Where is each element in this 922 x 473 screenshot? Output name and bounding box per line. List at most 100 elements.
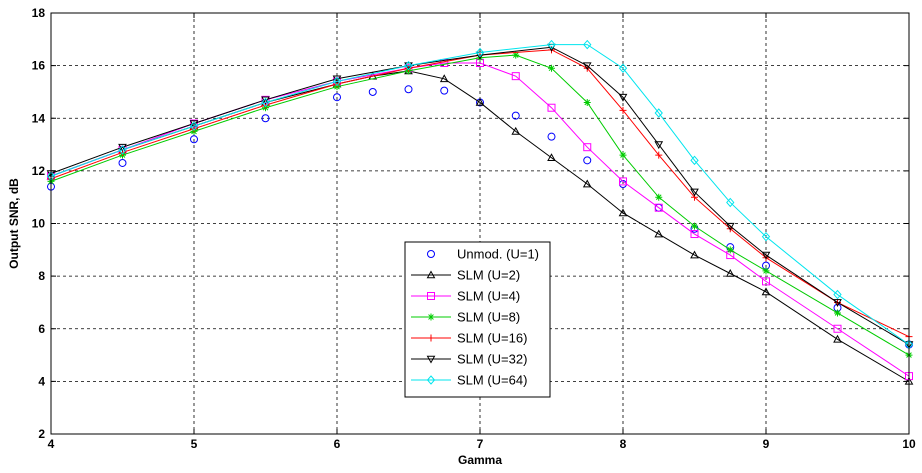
data-point	[547, 39, 556, 50]
x-tick-label: 8	[620, 437, 627, 451]
legend-label: SLM (U=32)	[457, 352, 527, 367]
data-point	[548, 64, 555, 72]
y-axis-label: Output SNR, dB	[7, 178, 21, 269]
legend-label: SLM (U=16)	[457, 331, 527, 346]
data-point	[118, 158, 127, 167]
data-point	[654, 229, 664, 238]
legend-marker	[426, 355, 436, 364]
data-point	[261, 114, 270, 123]
data-point	[619, 177, 627, 186]
y-tick-label: 2	[38, 427, 45, 441]
x-tick-label: 7	[477, 437, 484, 451]
data-point	[511, 111, 520, 120]
data-point	[511, 72, 520, 81]
data-point	[690, 155, 699, 166]
data-point	[189, 121, 199, 131]
data-point	[690, 250, 699, 259]
y-tick-label: 18	[32, 6, 46, 20]
legend-entry: SLM (U=2)	[411, 268, 520, 283]
data-point	[654, 141, 664, 150]
data-point	[654, 203, 663, 212]
data-point	[475, 47, 485, 58]
legend-marker	[427, 292, 435, 300]
y-tick-label: 12	[32, 164, 46, 178]
y-tick-label: 16	[32, 59, 46, 73]
data-point	[512, 51, 520, 59]
data-point	[582, 179, 592, 188]
y-tick-label: 14	[32, 111, 46, 125]
legend-label: SLM (U=8)	[457, 310, 520, 325]
data-point	[583, 143, 592, 152]
data-point	[761, 231, 771, 242]
x-axis-label: Gamma	[458, 453, 502, 467]
data-point	[619, 151, 627, 159]
y-tick-label: 4	[38, 374, 45, 388]
legend-entry: SLM (U=64)	[411, 373, 527, 388]
legend: Unmod. (U=1) SLM (U=2) SLM (U=4) SLM (U=8) S…	[404, 241, 551, 398]
x-tick-label: 10	[902, 437, 916, 451]
data-point	[583, 39, 592, 50]
series-layer	[46, 39, 914, 385]
legend-label: SLM (U=64)	[457, 373, 527, 388]
data-point	[511, 126, 521, 135]
data-point	[439, 74, 449, 83]
data-point	[618, 208, 628, 217]
legend-entry: Unmod. (U=1)	[427, 247, 539, 262]
legend-label: SLM (U=4)	[457, 289, 520, 304]
data-point	[583, 156, 592, 165]
legend-marker	[426, 375, 436, 385]
data-point	[404, 60, 413, 71]
data-point	[833, 324, 842, 333]
legend-entry: SLM (U=8)	[411, 310, 520, 325]
data-point	[834, 309, 841, 317]
data-point	[725, 222, 735, 231]
data-point	[190, 135, 198, 144]
data-point	[655, 193, 663, 201]
data-point	[440, 86, 449, 95]
data-point	[833, 289, 842, 300]
data-point	[690, 188, 699, 197]
legend-entry: SLM (U=16)	[411, 331, 527, 346]
data-point	[547, 132, 556, 141]
data-point	[761, 251, 771, 260]
data-point	[332, 76, 342, 87]
data-point	[762, 277, 770, 286]
data-point	[618, 63, 628, 74]
legend-entry: SLM (U=32)	[411, 352, 527, 367]
series-line	[50, 44, 910, 345]
legend-label: SLM (U=2)	[457, 268, 520, 283]
data-point	[404, 85, 413, 94]
data-point	[118, 145, 127, 155]
legend-marker	[427, 250, 435, 258]
data-point	[761, 287, 771, 296]
legend-marker	[427, 334, 435, 342]
x-tick-label: 4	[48, 437, 55, 451]
data-point	[762, 267, 770, 275]
data-point	[725, 268, 735, 277]
data-point	[833, 299, 842, 307]
data-point	[691, 222, 698, 230]
data-point	[690, 230, 699, 239]
series-line	[50, 49, 910, 338]
data-point	[583, 98, 591, 106]
y-tick-label: 8	[38, 269, 45, 283]
data-point	[726, 197, 735, 208]
y-tick-label: 10	[32, 217, 46, 231]
data-point	[475, 97, 485, 106]
data-point	[654, 108, 663, 118]
legend-entry: SLM (U=4)	[411, 289, 520, 304]
data-point	[333, 93, 341, 102]
series-line	[50, 46, 910, 345]
data-point	[618, 93, 628, 102]
data-point	[582, 62, 592, 71]
data-point	[261, 97, 270, 108]
data-point	[547, 153, 556, 162]
data-point	[368, 87, 377, 96]
data-point	[655, 151, 663, 159]
legend-marker	[426, 270, 436, 279]
legend-label: Unmod. (U=1)	[457, 247, 539, 262]
